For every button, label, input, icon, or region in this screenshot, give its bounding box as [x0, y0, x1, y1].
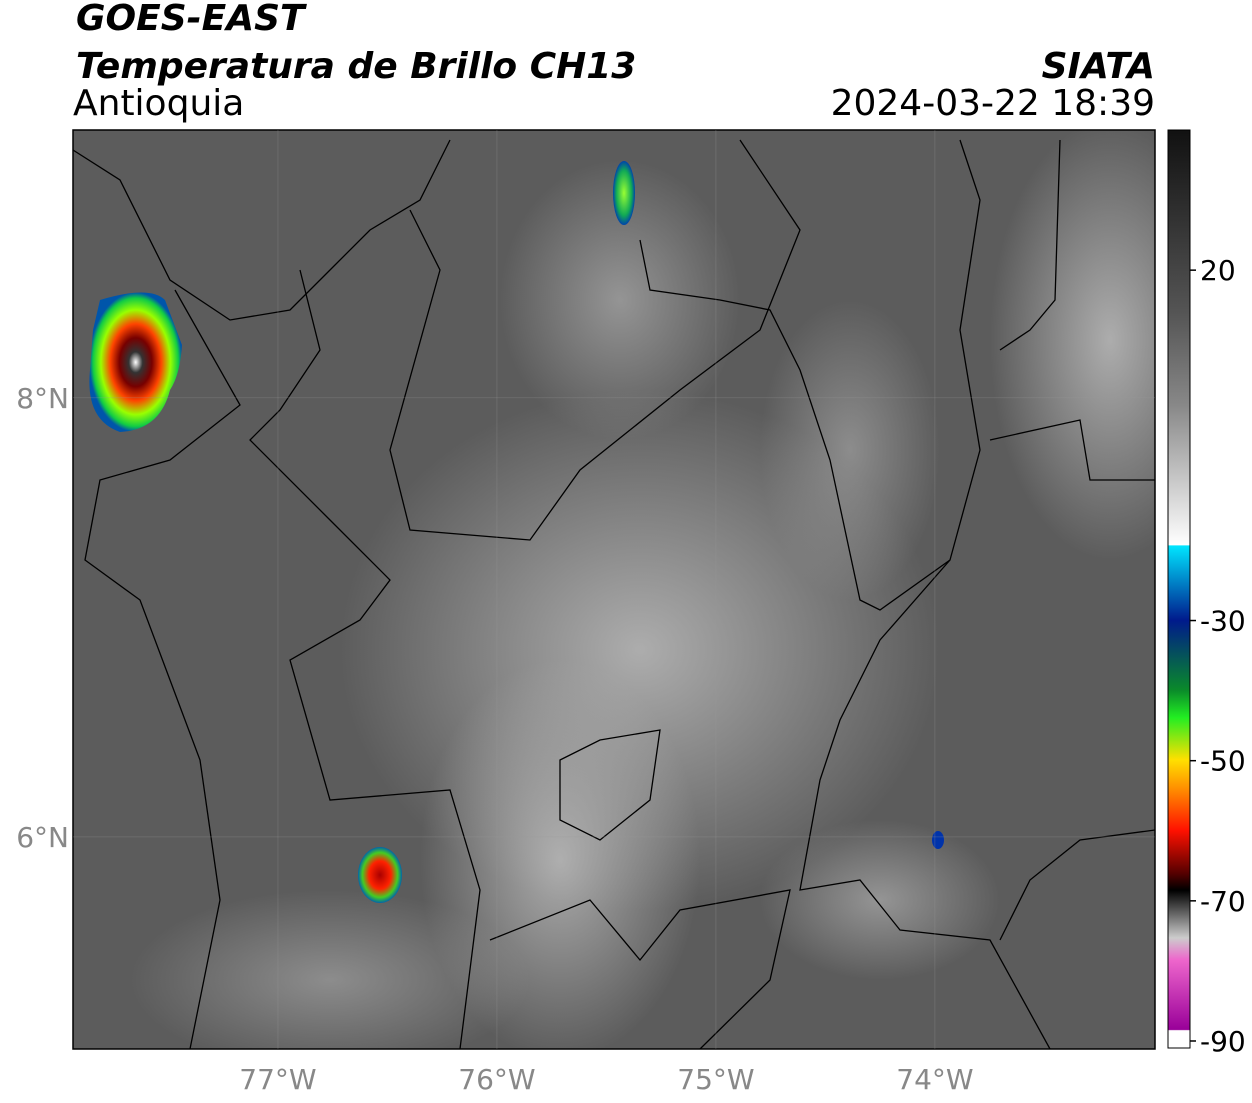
- datetime: 2024-03-22 18:39: [831, 83, 1155, 124]
- x-tick-label: 75°W: [677, 1063, 754, 1096]
- y-tick-label: 8°N: [16, 382, 69, 415]
- region: Antioquia: [73, 83, 244, 124]
- satellite-image: [73, 130, 1155, 1049]
- colorbar-tick-label: -70: [1200, 885, 1246, 918]
- subtitle: Temperatura de Brillo CH13: [76, 46, 636, 87]
- colorbar: [1167, 129, 1191, 1049]
- source: SIATA: [1042, 46, 1155, 87]
- colorbar-tick-label: -90: [1200, 1025, 1246, 1058]
- colorbar-tick-label: -50: [1200, 745, 1246, 778]
- map-frame: [72, 129, 1156, 1050]
- x-tick-label: 76°W: [458, 1063, 535, 1096]
- y-tick-label: 6°N: [16, 821, 69, 854]
- x-tick-label: 74°W: [896, 1063, 973, 1096]
- title: GOES-EAST: [76, 0, 307, 39]
- colorbar-tick-label: -30: [1200, 605, 1246, 638]
- x-tick-label: 77°W: [239, 1063, 316, 1096]
- colorbar-tick-label: 20: [1200, 254, 1236, 287]
